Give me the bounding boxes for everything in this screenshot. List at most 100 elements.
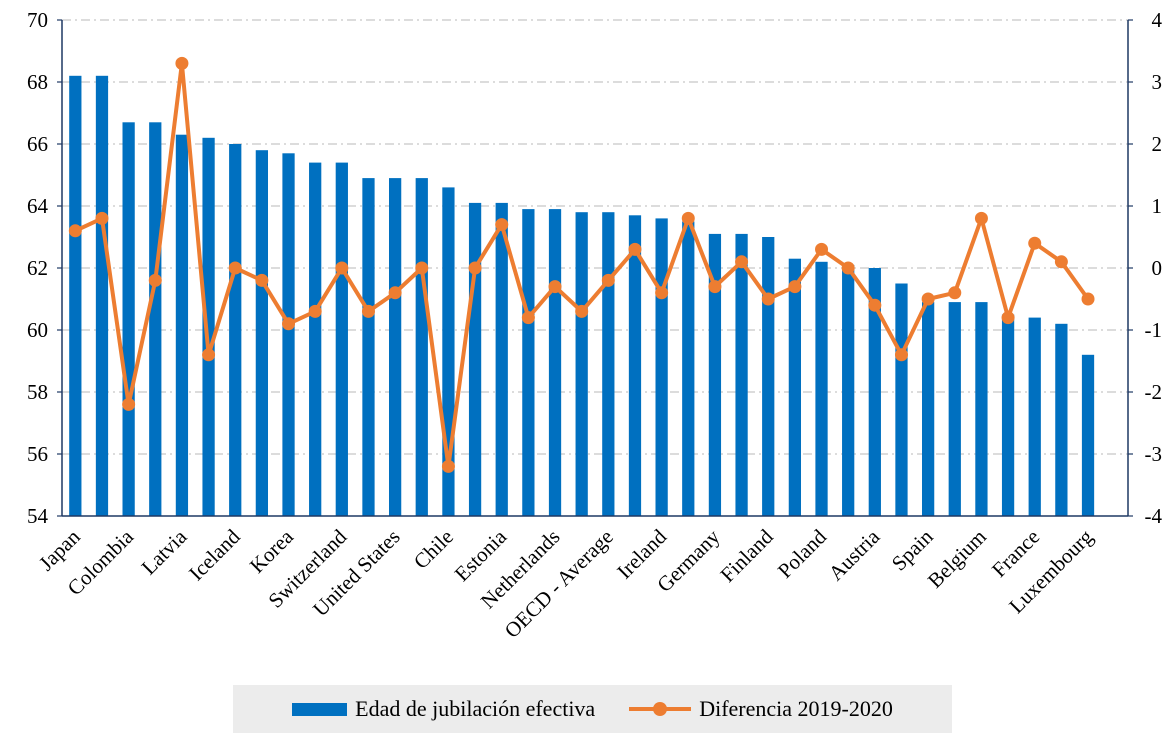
left-tick-label: 58 <box>27 380 48 404</box>
line-point <box>1028 236 1042 250</box>
line-point <box>468 261 482 275</box>
bar <box>388 178 402 516</box>
bar <box>868 268 881 516</box>
category-label: Austria <box>824 524 885 585</box>
bar <box>282 153 295 517</box>
bar <box>762 237 775 516</box>
line-point <box>974 211 988 225</box>
line-point <box>681 211 695 225</box>
line-point <box>335 261 349 275</box>
line-point <box>122 397 136 411</box>
left-tick-label: 64 <box>27 194 49 218</box>
bar <box>921 302 935 516</box>
line-point <box>495 218 509 232</box>
bar <box>255 150 269 516</box>
bar <box>735 233 748 516</box>
bar <box>122 122 135 517</box>
bar <box>708 233 722 516</box>
category-label: Iceland <box>184 524 245 585</box>
line-point <box>735 255 749 269</box>
bar <box>548 209 562 516</box>
line-point <box>68 224 82 238</box>
left-tick-label: 70 <box>27 8 48 32</box>
line-point <box>308 304 322 318</box>
axes <box>57 19 1133 517</box>
legend: Edad de jubilación efectiva Diferencia 2… <box>233 685 952 733</box>
line-point <box>228 261 242 275</box>
line-point <box>415 261 429 275</box>
right-tick-label: -3 <box>1145 442 1163 466</box>
line-point <box>202 348 216 362</box>
line-point <box>95 211 109 225</box>
line-point <box>841 261 855 275</box>
left-tick-label: 56 <box>27 442 48 466</box>
bar <box>362 178 375 516</box>
left-tick-label: 66 <box>27 132 48 156</box>
line-point <box>388 286 402 300</box>
line-point <box>175 56 189 70</box>
category-label: Finland <box>715 524 778 587</box>
line-point <box>548 280 562 294</box>
category-label: Poland <box>773 524 832 583</box>
line-point <box>868 298 882 312</box>
bar <box>335 162 348 516</box>
line-point <box>761 292 775 306</box>
left-tick-label: 62 <box>27 256 48 280</box>
bar <box>842 264 855 516</box>
bar <box>69 75 82 517</box>
line-point <box>441 459 455 473</box>
legend-item-bar: Edad de jubilación efectiva <box>292 696 595 722</box>
legend-bar-swatch <box>292 702 348 716</box>
line-point <box>894 348 908 362</box>
legend-line-swatch <box>629 699 692 719</box>
bar <box>202 137 215 517</box>
right-tick-label: -1 <box>1145 318 1163 342</box>
bar <box>1001 314 1015 516</box>
left-axis-ticks: 54 56 58 60 62 64 66 68 70 <box>27 8 49 528</box>
bar <box>628 215 642 517</box>
bar <box>895 283 908 516</box>
line-point <box>628 242 642 256</box>
bar <box>495 202 508 516</box>
line-point <box>921 292 935 306</box>
bar <box>682 221 695 516</box>
line-point <box>655 286 669 300</box>
bar <box>1081 354 1095 516</box>
bar <box>415 178 428 516</box>
right-tick-label: -2 <box>1145 380 1163 404</box>
left-tick-label: 68 <box>27 70 48 94</box>
bar <box>229 144 242 516</box>
bar <box>948 302 961 516</box>
category-label: Latvia <box>137 524 192 579</box>
bar <box>522 209 535 516</box>
line-point <box>255 273 269 287</box>
category-label: Chile <box>409 525 458 574</box>
bar <box>309 162 322 516</box>
left-tick-label: 60 <box>27 318 48 342</box>
legend-line-label: Diferencia 2019-2020 <box>699 696 893 721</box>
bar <box>468 202 482 516</box>
bar <box>655 218 668 516</box>
line-point <box>601 273 615 287</box>
bar <box>1028 317 1041 516</box>
grid-lines <box>62 19 1128 455</box>
right-tick-label: -4 <box>1145 504 1163 528</box>
line-point <box>1001 311 1015 325</box>
line-series <box>68 56 1095 473</box>
category-label: Belgium <box>923 525 991 593</box>
line-point <box>815 242 829 256</box>
right-tick-label: 0 <box>1152 256 1163 280</box>
line-point <box>361 304 375 318</box>
right-tick-label: 4 <box>1152 8 1163 32</box>
right-tick-label: 3 <box>1152 70 1163 94</box>
bar <box>788 258 802 516</box>
line-point <box>575 304 589 318</box>
bar <box>602 212 615 516</box>
line-point <box>708 280 722 294</box>
left-tick-label: 54 <box>27 504 49 528</box>
bar <box>175 134 189 516</box>
right-tick-label: 1 <box>1152 194 1163 218</box>
bar <box>575 212 588 516</box>
